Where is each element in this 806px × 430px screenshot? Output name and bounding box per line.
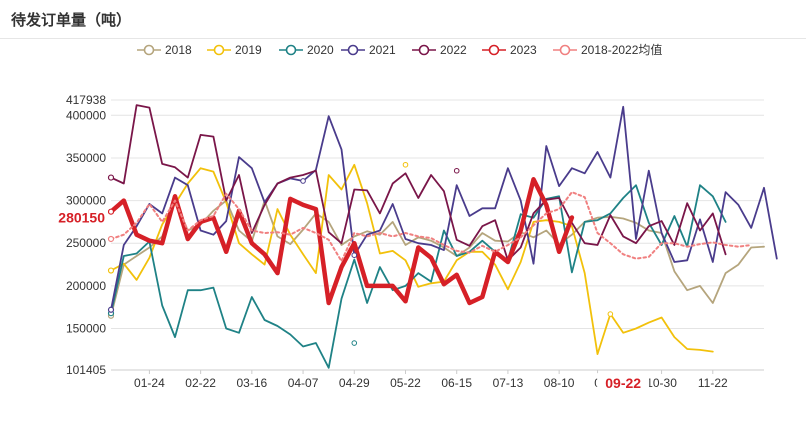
- legend-marker-2020: [285, 44, 297, 56]
- series-2019: [107, 163, 714, 356]
- legend-label-2020: 2020: [307, 43, 334, 57]
- legend-label-2023: 2023: [510, 43, 537, 57]
- legend-marker-2022: [418, 44, 430, 56]
- y-tick-label-150000: 150000: [66, 322, 106, 336]
- series-2023: [107, 177, 575, 306]
- y-tick-label-417938: 417938: [66, 93, 106, 107]
- series-start-point-2022: [107, 174, 115, 181]
- series-2018-2022: [107, 191, 753, 263]
- legend-item-2021: 2021: [341, 43, 396, 57]
- legend-marker-2019: [213, 44, 225, 56]
- series-point-2020-19: [351, 340, 358, 346]
- legend-label-2018-2022: 2018-2022均值: [581, 42, 662, 57]
- legend-label-2021: 2021: [369, 43, 396, 57]
- legend-item-2019: 2019: [207, 43, 262, 57]
- legend-marker-2018: [143, 44, 155, 56]
- y-tick-label-400000: 400000: [66, 108, 106, 122]
- legend-label-2022: 2022: [440, 43, 467, 57]
- x-tick-label-08-10: 08-10: [544, 376, 575, 390]
- series-start-point-2023: [107, 208, 115, 215]
- x-tick-label-07-13: 07-13: [493, 376, 524, 390]
- legend-marker-2018-2022: [559, 44, 571, 56]
- x-tick-label-11-22: 11-22: [698, 376, 728, 390]
- x-tick-label-01-24: 01-24: [134, 376, 165, 390]
- series-line-2022: [110, 104, 727, 262]
- series-group: [107, 104, 778, 369]
- series-line-2020: [110, 184, 727, 369]
- series-point-2019-39: [607, 311, 614, 317]
- x-tick-label-03-16: 03-16: [236, 376, 267, 390]
- y-axis-labels: 101405 150000 200000 250000 300000 350000 4000…: [66, 93, 106, 377]
- title-divider: [0, 38, 806, 39]
- series-point-2021-15: [300, 178, 306, 184]
- series-point-2019-23: [402, 161, 409, 168]
- y-tick-label-300000: 300000: [66, 194, 106, 208]
- series-start-point-2019: [107, 267, 115, 274]
- x-tick-label-04-29: 04-29: [339, 376, 370, 390]
- y-tick-label-101405: 101405: [66, 363, 106, 377]
- x-highlight-label: 09-22: [605, 375, 641, 391]
- y-tick-label-350000: 350000: [66, 151, 106, 165]
- legend-item-2020: 2020: [279, 43, 334, 57]
- series-line-2023: [108, 177, 575, 306]
- legend-marker-2021: [347, 44, 359, 56]
- legend-label-2018: 2018: [165, 43, 192, 57]
- x-tick-label-04-07: 04-07: [288, 376, 319, 390]
- series-point-2022-27: [453, 167, 460, 174]
- series-start-point-2021: [107, 306, 115, 313]
- series-point-2021-19: [351, 252, 358, 258]
- legend-marker-2023: [488, 44, 500, 56]
- value-badge: 280150: [58, 210, 105, 226]
- y-tick-label-250000: 250000: [66, 236, 106, 250]
- series-line-2019: [110, 163, 714, 356]
- legend-item-2022: 2022: [412, 43, 467, 57]
- x-tick-label-05-22: 05-22: [390, 376, 421, 390]
- series-2022: [107, 104, 727, 262]
- chart-title: 待发订单量（吨）: [11, 11, 132, 29]
- legend-label-2019: 2019: [235, 43, 262, 57]
- legend: 2018 2019 2020 2021 2022 2023 2018-2022均值: [137, 42, 662, 57]
- x-tick-label-02-22: 02-22: [185, 376, 216, 390]
- x-tick-label-10-30: 10-30: [646, 376, 677, 390]
- y-tick-label-200000: 200000: [66, 279, 106, 293]
- x-axis-labels: 01-24 02-22 03-16 04-07 04-29 05-22 06-15 07-13…: [134, 370, 728, 390]
- x-tick-label-06-15: 06-15: [441, 376, 472, 390]
- series-line-2018-2022: [110, 191, 753, 263]
- legend-item-2018-2022: 2018-2022均值: [553, 42, 662, 57]
- series-start-point-2018-2022: [107, 235, 115, 243]
- value-badge-background: [50, 208, 108, 227]
- legend-item-2018: 2018: [137, 43, 192, 57]
- highlight-label-background: [597, 373, 650, 393]
- legend-item-2023: 2023: [482, 43, 537, 57]
